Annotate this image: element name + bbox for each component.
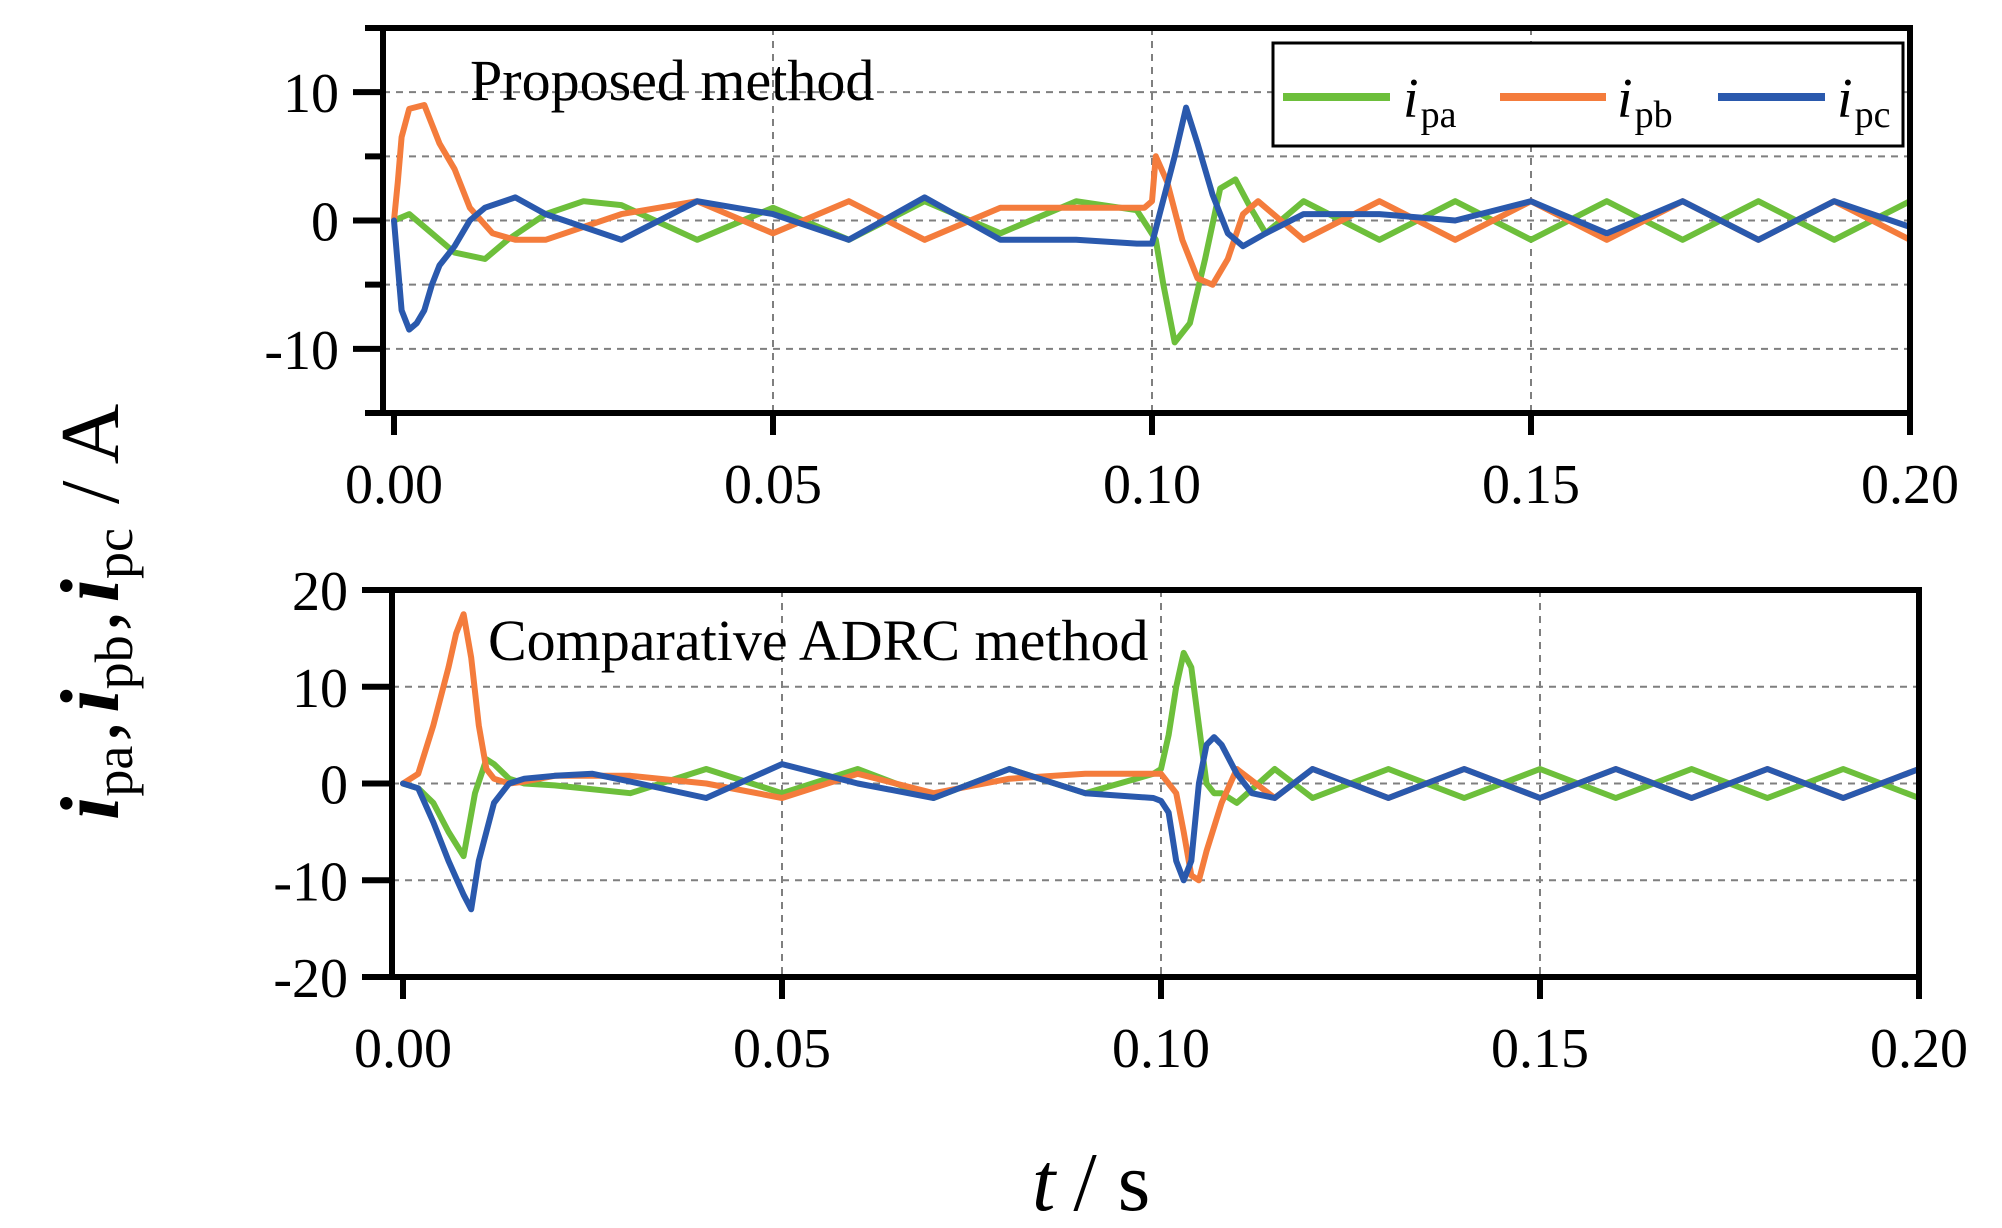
legend-label-ipb: ipb bbox=[1617, 68, 1673, 136]
legend-label-ipc: ipc bbox=[1837, 68, 1890, 136]
y-tick-labels-bottom: 20 10 0 -10 -20 bbox=[273, 561, 348, 1010]
legend: ipa ipb ipc bbox=[1271, 41, 1905, 148]
y-title-i-b: i bbox=[44, 689, 137, 712]
x-tick-label: 0.20 bbox=[1861, 454, 1959, 516]
legend-symbol-ipa: i bbox=[1403, 68, 1419, 130]
x-title-unit: / s bbox=[1073, 1136, 1150, 1228]
x-tick-label: 0.10 bbox=[1112, 1018, 1210, 1080]
x-tick-label: 0.20 bbox=[1870, 1018, 1968, 1080]
y-tick-labels-top: 10 0 -10 bbox=[264, 63, 339, 382]
y-title-unit: / A bbox=[44, 403, 137, 504]
legend-sub-ipa: pa bbox=[1421, 94, 1457, 136]
legend-sub-ipc: pc bbox=[1855, 94, 1891, 136]
legend-symbol-ipb: i bbox=[1617, 68, 1633, 130]
legend-sub-ipb: pb bbox=[1635, 94, 1673, 136]
y-title-comma-2: , bbox=[44, 610, 137, 631]
x-axis-title: t / s bbox=[1032, 1136, 1150, 1228]
y-tick-label: 0 bbox=[311, 192, 339, 254]
y-tick-label: 0 bbox=[320, 755, 348, 817]
y-tick-label: 10 bbox=[283, 63, 339, 125]
ticks-bottom bbox=[362, 587, 1922, 999]
series-line-ipa bbox=[400, 649, 1922, 860]
panel-title-adrc: Comparative ADRC method bbox=[488, 608, 1149, 673]
y-title-sub-pc: pc bbox=[84, 528, 144, 579]
y-title-sub-pa: pa bbox=[84, 746, 144, 797]
series-line-ipc bbox=[391, 104, 1913, 333]
legend-symbol-ipc: i bbox=[1837, 68, 1853, 130]
x-title-t: t bbox=[1032, 1136, 1058, 1228]
x-tick-label: 0.00 bbox=[354, 1018, 452, 1080]
y-tick-label: 10 bbox=[292, 658, 348, 720]
ticks-top bbox=[353, 25, 1913, 435]
x-tick-label: 0.10 bbox=[1103, 454, 1201, 516]
y-tick-label: -10 bbox=[264, 320, 339, 382]
x-tick-label: 0.00 bbox=[345, 454, 443, 516]
y-title-i-a: i bbox=[44, 797, 137, 820]
series-line-ipc bbox=[400, 734, 1922, 913]
y-axis-title-text: ipa,ipb,ipc/ A bbox=[44, 403, 144, 820]
y-title-i-c: i bbox=[44, 579, 137, 602]
y-tick-label: 20 bbox=[292, 561, 348, 623]
y-tick-label: -20 bbox=[273, 948, 348, 1010]
x-tick-label: 0.15 bbox=[1491, 1018, 1589, 1080]
panel-title-proposed: Proposed method bbox=[470, 48, 874, 113]
y-title-comma-1: , bbox=[44, 721, 137, 742]
y-tick-label: -10 bbox=[273, 851, 348, 913]
x-tick-label: 0.05 bbox=[724, 454, 822, 516]
legend-label-ipa: ipa bbox=[1403, 68, 1457, 136]
y-axis-title: ipa,ipb,ipc/ A bbox=[44, 403, 144, 820]
x-tick-labels-bottom: 0.00 0.05 0.10 0.15 0.20 bbox=[354, 1018, 1968, 1080]
panel-proposed: 10 0 -10 0.00 0.05 0.10 0.15 0.20 Proposed met… bbox=[264, 25, 1959, 516]
series-line-ipb bbox=[391, 102, 1913, 288]
x-tick-label: 0.05 bbox=[733, 1018, 831, 1080]
y-title-sub-pb: pb bbox=[84, 635, 144, 689]
panel-adrc: 20 10 0 -10 -20 0.00 0.05 0.10 0.15 0.20 Compara… bbox=[273, 561, 1968, 1080]
x-tick-label: 0.15 bbox=[1482, 454, 1580, 516]
series-group-top bbox=[391, 102, 1913, 346]
x-tick-labels-top: 0.00 0.05 0.10 0.15 0.20 bbox=[345, 454, 1959, 516]
series-group-bottom bbox=[400, 611, 1922, 913]
